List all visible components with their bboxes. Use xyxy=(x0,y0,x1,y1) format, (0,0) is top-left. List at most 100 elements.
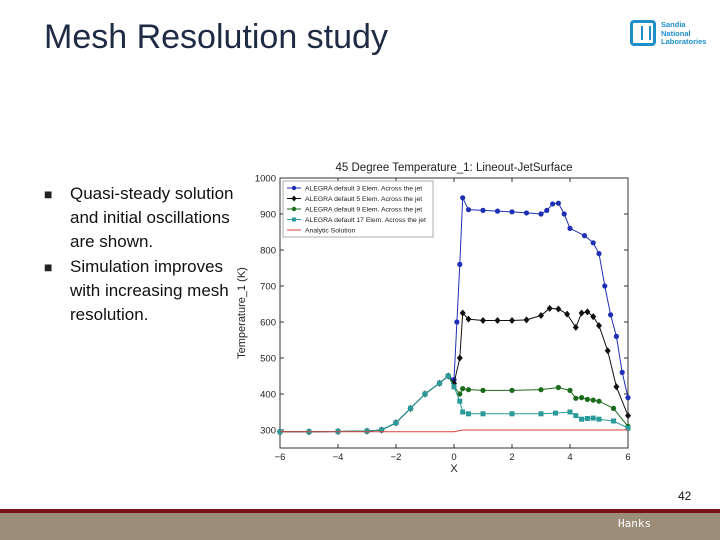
data-point xyxy=(567,387,573,393)
data-point xyxy=(465,387,472,393)
data-point xyxy=(555,384,561,391)
y-tick-label: 300 xyxy=(260,426,276,437)
legend-label: Analytic Solution xyxy=(305,228,355,235)
bullet-text: Simulation improves with increasing mesh… xyxy=(70,256,229,325)
data-point xyxy=(564,310,571,318)
data-point xyxy=(567,225,573,231)
data-point xyxy=(590,313,597,321)
logo-line: Laboratories xyxy=(661,37,707,46)
temperature-chart: 45 Degree Temperature_1: Lineout-JetSurf… xyxy=(236,162,631,474)
data-point xyxy=(480,387,486,393)
data-point xyxy=(590,397,596,403)
data-point xyxy=(610,405,617,411)
data-point xyxy=(451,384,457,390)
author-label: Hanks xyxy=(618,517,652,530)
data-point xyxy=(465,207,472,213)
footer-band xyxy=(0,513,720,540)
square-bullet-icon: ■ xyxy=(44,258,53,275)
data-point xyxy=(456,354,463,362)
data-point xyxy=(509,411,515,417)
logo-text: Sandia National Laboratories xyxy=(661,20,709,47)
data-point xyxy=(596,251,602,257)
x-axis-label: X xyxy=(450,463,458,474)
data-point xyxy=(538,387,544,393)
page-number: 42 xyxy=(678,489,692,503)
y-tick-label: 600 xyxy=(260,318,276,329)
square-bullet-icon: ■ xyxy=(44,186,53,202)
y-tick-label: 700 xyxy=(260,282,276,293)
footer-rule xyxy=(0,509,720,513)
data-point xyxy=(625,425,631,431)
data-point xyxy=(561,211,567,217)
data-point xyxy=(457,391,463,397)
chart-title: 45 Degree Temperature_1: Lineout-JetSurf… xyxy=(336,162,573,174)
x-tick-label: 6 xyxy=(625,452,630,463)
x-tick-label: −2 xyxy=(391,452,402,463)
x-tick-label: 2 xyxy=(509,452,514,463)
y-tick-label: 900 xyxy=(260,210,276,221)
y-tick-label: 1000 xyxy=(255,174,276,185)
data-point xyxy=(555,305,562,313)
legend-marker xyxy=(291,206,297,212)
bullet-list: ■ Quasi-steady solution and initial oscil… xyxy=(44,182,234,327)
data-point xyxy=(584,396,590,402)
data-point xyxy=(379,427,384,433)
data-point xyxy=(523,316,530,324)
data-point xyxy=(550,201,556,207)
data-point xyxy=(465,315,472,323)
data-point xyxy=(608,312,614,318)
data-point xyxy=(578,309,585,317)
y-tick-label: 500 xyxy=(260,354,276,365)
data-point xyxy=(460,386,466,392)
data-point xyxy=(393,420,399,426)
data-point xyxy=(460,195,466,201)
data-point xyxy=(567,409,573,415)
data-point xyxy=(590,415,596,421)
data-point xyxy=(457,398,463,404)
legend-marker xyxy=(291,185,297,191)
data-point xyxy=(555,200,561,206)
legend-marker xyxy=(292,217,296,222)
data-point xyxy=(437,380,442,386)
data-point xyxy=(480,411,486,417)
data-point xyxy=(625,395,631,401)
y-tick-label: 400 xyxy=(260,390,276,401)
data-point xyxy=(544,207,550,213)
bullet-text: Quasi-steady solution and initial oscill… xyxy=(70,184,234,252)
x-tick-label: 0 xyxy=(451,452,456,463)
data-point xyxy=(590,240,596,246)
data-point xyxy=(538,312,544,320)
slide-title: Mesh Resolution study xyxy=(44,18,388,56)
data-point xyxy=(625,412,631,420)
data-point xyxy=(454,319,460,325)
data-point xyxy=(422,391,428,397)
y-tick-label: 800 xyxy=(260,246,276,257)
data-point xyxy=(613,383,620,391)
data-point xyxy=(604,347,611,355)
x-tick-label: −4 xyxy=(333,452,344,463)
legend-label: ALEGRA default 17 Elem. Across the jet xyxy=(305,217,426,224)
data-point xyxy=(602,283,608,289)
data-point xyxy=(494,208,501,214)
data-point xyxy=(596,322,602,330)
logo-line: National xyxy=(661,28,691,38)
data-point xyxy=(538,411,544,417)
data-point xyxy=(579,395,585,401)
sandia-logo: Sandia National Laboratories xyxy=(630,20,706,50)
legend-label: ALEGRA default 9 Elem. Across the jet xyxy=(305,207,422,214)
data-point xyxy=(596,416,602,422)
data-point xyxy=(553,410,558,416)
data-point xyxy=(581,233,588,239)
data-point xyxy=(573,413,579,419)
data-point xyxy=(523,210,530,216)
bullet-item: ■ Simulation improves with increasing mes… xyxy=(44,255,234,328)
logo-line: Sandia xyxy=(661,20,686,29)
data-point xyxy=(466,411,471,417)
data-point xyxy=(457,261,463,267)
data-point xyxy=(509,387,515,393)
data-point xyxy=(408,405,413,411)
data-point xyxy=(584,415,590,421)
data-point xyxy=(584,308,591,316)
x-tick-label: 4 xyxy=(567,452,572,463)
legend-box xyxy=(282,180,434,238)
